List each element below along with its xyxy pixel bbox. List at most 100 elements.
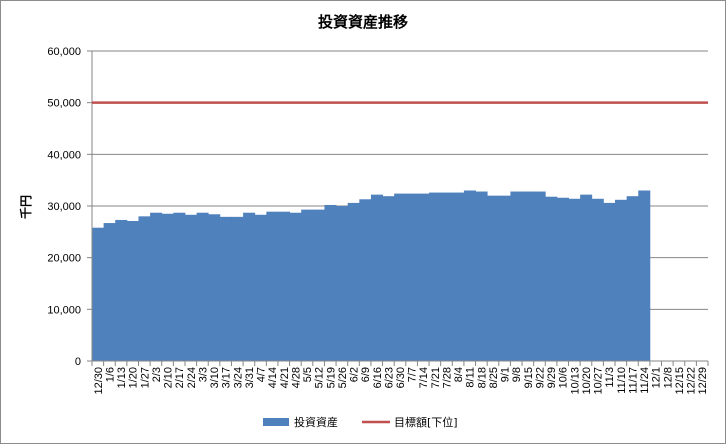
x-tick-label: 9/8 [511, 367, 523, 382]
bar [347, 202, 360, 361]
bar [184, 214, 198, 361]
bar [289, 212, 302, 361]
bar [219, 216, 232, 361]
bar [429, 192, 442, 361]
bar [243, 212, 256, 361]
bar [394, 193, 407, 361]
bar [556, 197, 569, 361]
legend-swatch-assets [263, 418, 289, 426]
x-tick-label: 8/25 [488, 367, 500, 388]
bar [452, 192, 465, 361]
series-bars [92, 190, 651, 361]
chart-title: 投資資産推移 [318, 13, 408, 31]
x-tick-label: 8/4 [453, 367, 465, 382]
x-tick-label: 4/14 [267, 367, 279, 388]
bar [440, 192, 453, 361]
bar [370, 194, 383, 361]
x-tick-label: 10/20 [581, 367, 593, 395]
bar [638, 190, 651, 361]
x-tick-label: 11/3 [604, 367, 616, 388]
x-tick-label: 1/27 [139, 367, 151, 388]
x-tick-label: 3/17 [221, 367, 233, 388]
bar [173, 212, 186, 361]
bar [138, 216, 151, 361]
x-tick-label: 7/14 [418, 367, 430, 388]
bar [405, 193, 418, 361]
x-tick-label: 6/23 [383, 367, 395, 388]
y-tick-label: 20,000 [47, 253, 81, 265]
x-tick-label: 11/24 [639, 367, 651, 394]
x-tick-label: 9/29 [546, 367, 558, 388]
bar [254, 214, 267, 361]
bar [533, 191, 546, 361]
bar [103, 223, 116, 361]
bar [417, 193, 430, 361]
x-tick-label: 8/11 [465, 367, 477, 388]
x-tick-label: 12/22 [686, 367, 698, 395]
bar [324, 204, 337, 361]
bar [522, 191, 535, 361]
x-tick-label: 3/24 [232, 367, 244, 388]
x-tick-label: 11/17 [627, 367, 639, 394]
x-tick-label: 1/20 [128, 367, 140, 388]
bar [626, 196, 639, 361]
bar [126, 220, 139, 361]
bar [475, 191, 488, 361]
x-tick-label: 9/1 [500, 367, 512, 382]
x-tick-label: 1/6 [104, 367, 116, 382]
y-tick-labels: 0 10,000 20,000 30,000 40,000 50,000 60,000 [47, 46, 81, 368]
legend-label-assets: 投資資産 [294, 415, 338, 429]
x-tick-label: 6/16 [372, 367, 384, 388]
bar [231, 216, 244, 361]
bar [463, 190, 476, 361]
x-tick-label: 12/8 [662, 367, 674, 388]
bar [92, 227, 105, 361]
x-tick-label: 11/10 [616, 367, 628, 394]
x-tick-label: 7/28 [441, 367, 453, 388]
x-tick-label: 7/7 [407, 367, 419, 382]
bar [498, 195, 511, 361]
x-tick-label: 5/19 [325, 367, 337, 388]
x-tick-label: 5/12 [314, 367, 326, 388]
x-tick-label: 9/15 [523, 367, 535, 388]
bar [150, 212, 163, 361]
y-tick-label: 10,000 [47, 304, 81, 316]
x-tick-label: 12/1 [651, 367, 663, 388]
x-tick-label: 2/3 [151, 367, 163, 382]
x-tick-label: 5/26 [337, 367, 349, 388]
x-tick-label: 3/31 [244, 367, 256, 388]
x-tick-label: 6/9 [360, 367, 372, 382]
bar [336, 206, 349, 361]
x-tick-label: 3/10 [209, 367, 221, 388]
bar [568, 198, 581, 361]
x-tick-label: 4/21 [279, 367, 291, 388]
x-tick-label: 12/30 [93, 367, 105, 395]
bar [615, 199, 628, 361]
bar [277, 211, 290, 361]
bar [196, 212, 209, 361]
bar [301, 209, 314, 361]
x-tick-label: 4/28 [290, 367, 302, 388]
bar [603, 202, 616, 361]
y-tick-label: 30,000 [47, 201, 81, 213]
y-tick-label: 40,000 [47, 149, 81, 161]
bar [359, 199, 372, 361]
x-tick-label: 4/7 [256, 367, 268, 382]
bar [591, 198, 604, 361]
bar [382, 196, 395, 361]
x-tick-label: 12/29 [697, 367, 709, 395]
bar [312, 209, 325, 361]
y-tick-label: 0 [75, 356, 81, 368]
x-tick-label: 2/24 [186, 367, 198, 388]
x-tick-labels: 12/30 1/6 1/13 1/20 1/27 2/3 2/10 2/17 2/24 3/3 3/… [93, 367, 709, 395]
x-tick-label: 7/21 [430, 367, 442, 388]
bar [487, 195, 500, 361]
x-tick-label: 9/22 [534, 367, 546, 388]
x-tick-label: 10/6 [558, 367, 570, 388]
x-tick-label: 5/5 [302, 367, 314, 382]
bar [161, 213, 174, 361]
bar [580, 194, 593, 361]
x-tick-label: 12/15 [674, 367, 686, 395]
x-tick-label: 6/30 [395, 367, 407, 388]
